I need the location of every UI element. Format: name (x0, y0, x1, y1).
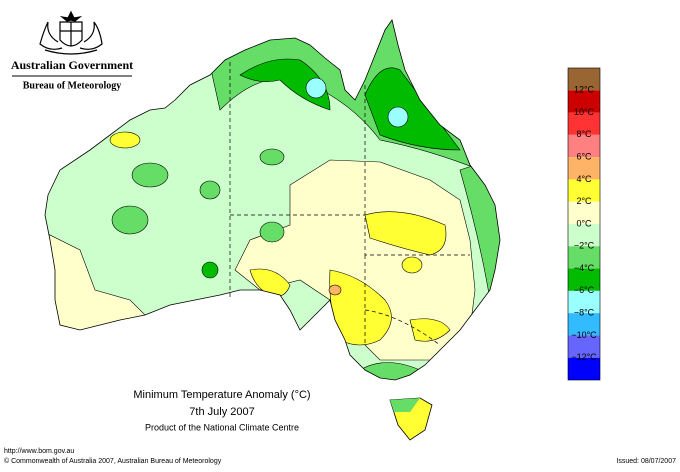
legend-label: 4°C (576, 174, 592, 184)
producer: Product of the National Climate Centre (145, 422, 299, 432)
agency: Bureau of Meteorology (23, 80, 122, 91)
legend-swatch (568, 313, 600, 336)
legend-label: −12°C (571, 352, 597, 362)
url: http://www.bom.gov.au (4, 448, 74, 455)
legend-swatch (568, 224, 600, 247)
tasmania-north (390, 398, 420, 412)
government: Australian Government (11, 58, 133, 72)
legend-swatch (568, 68, 600, 91)
legend-frame (567, 67, 601, 381)
legend-label: −8°C (574, 308, 595, 318)
legend-swatch (568, 335, 600, 358)
legend-label: 10°C (574, 107, 595, 117)
legend-swatch (568, 90, 600, 113)
legend-swatch (568, 134, 600, 158)
issued: Issued: 08/07/2007 (616, 458, 676, 465)
legend-swatch (568, 112, 600, 135)
crest (39, 10, 103, 55)
legend-label: −4°C (574, 263, 595, 273)
legend-label: 0°C (576, 218, 592, 228)
legend-swatch (568, 179, 600, 202)
legend-swatch (568, 246, 600, 269)
legend-swatch (568, 290, 600, 314)
legend-label: 2°C (576, 196, 592, 206)
legend-label: 8°C (576, 129, 592, 139)
legend-swatch (568, 357, 600, 380)
map-date: 7th July 2007 (189, 406, 254, 418)
legend-label: −2°C (574, 241, 595, 251)
legend-label: 12°C (574, 85, 595, 95)
legend-swatch (568, 157, 600, 180)
legend-label: −6°C (574, 285, 595, 295)
legend-label: −10°C (571, 330, 597, 340)
legend-swatch (568, 201, 600, 224)
map-title: Minimum Temperature Anomaly (°C) (133, 389, 310, 401)
legend: 12°C 10°C 8°C 6°C 4°C 2°C 0°C −2°C −4°C −6°C −8°C −… (567, 67, 601, 381)
legend-swatch (568, 268, 600, 291)
state-borders (229, 62, 470, 346)
copyright: © Commonwealth of Australia 2007, Austra… (4, 457, 222, 465)
legend-label: 6°C (576, 152, 592, 162)
